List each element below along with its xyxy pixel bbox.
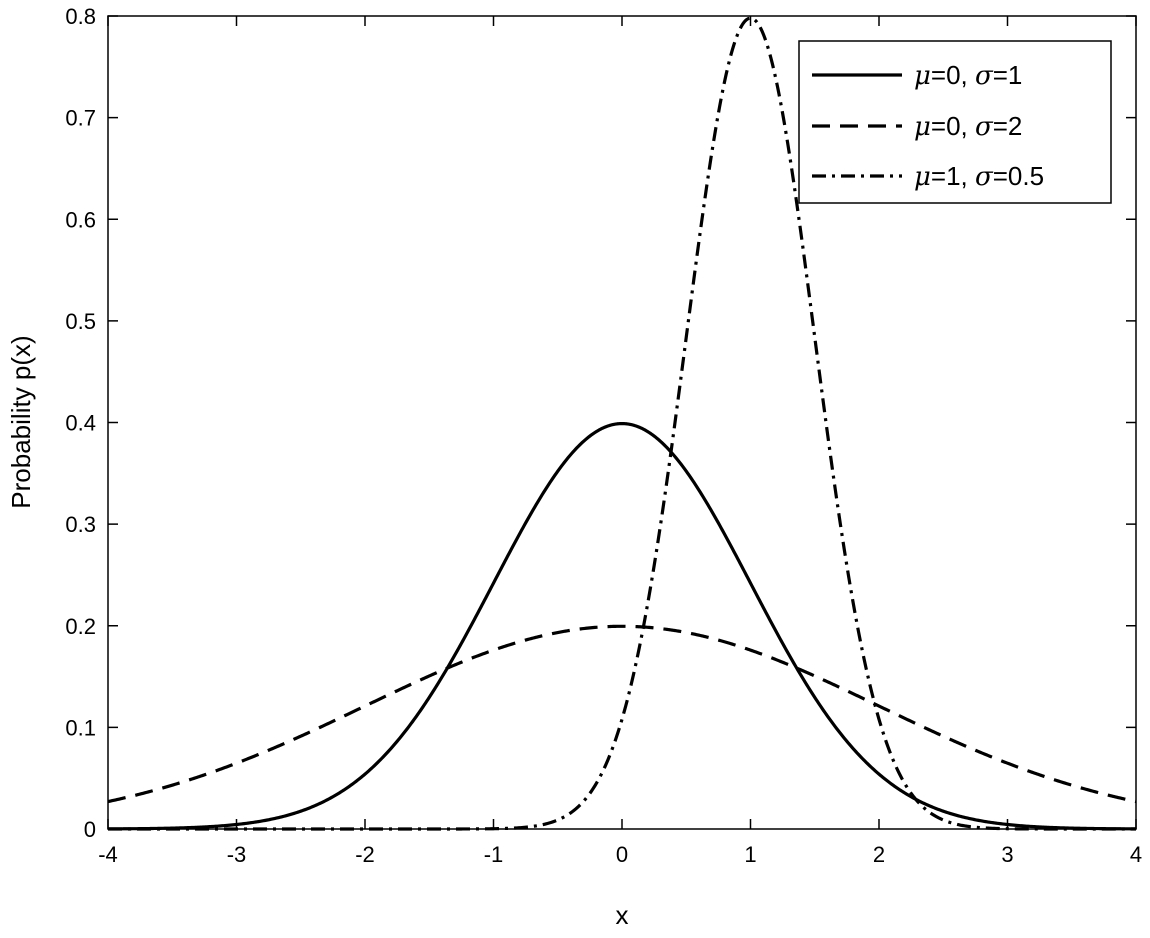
y-tick-label: 0.8 (65, 4, 96, 29)
series-line-2 (107, 624, 1137, 804)
x-tick-label: -4 (98, 842, 118, 867)
y-tick-label: 0.6 (65, 207, 96, 232)
legend-label: μ=0, σ=1 (914, 60, 1022, 91)
legend-item: μ=0, σ=2 (812, 111, 1022, 142)
y-tick-label: 0.7 (65, 106, 96, 131)
y-tick-label: 0.1 (65, 715, 96, 740)
series-line-1 (107, 421, 1137, 831)
x-tick-label: -3 (227, 842, 247, 867)
series-line-3 (107, 16, 1137, 831)
ticks-layer (107, 15, 1137, 830)
x-tick-label: -1 (484, 842, 504, 867)
x-tick-label: 3 (1001, 842, 1013, 867)
y-tick-label: 0.5 (65, 309, 96, 334)
legend: μ=0, σ=1 μ=0, σ=2 μ=1, σ=0.5 (798, 40, 1112, 204)
legend-item: μ=1, σ=0.5 (812, 161, 1044, 192)
legend-item: μ=0, σ=1 (812, 60, 1022, 91)
y-tick-label: 0.2 (65, 614, 96, 639)
legend-label: μ=0, σ=2 (914, 111, 1022, 142)
series-layer (107, 16, 1137, 831)
tick-labels-layer: -4 -3 -2 -1 0 1 2 3 4 0 0.1 0.2 0.3 0.4 0.5 0.6 0.7 0.8 (65, 4, 1142, 867)
x-tick-label: 1 (744, 842, 756, 867)
y-tick-label: 0.4 (65, 411, 96, 436)
x-tick-label: -2 (355, 842, 375, 867)
y-tick-label: 0.3 (65, 512, 96, 537)
legend-label: μ=1, σ=0.5 (914, 161, 1044, 192)
x-tick-label: 4 (1130, 842, 1142, 867)
y-axis-title: Probability p(x) (6, 335, 36, 508)
x-axis-title: x (616, 900, 629, 930)
x-tick-label: 2 (873, 842, 885, 867)
x-tick-label: 0 (616, 842, 628, 867)
y-tick-label: 0 (84, 817, 96, 842)
